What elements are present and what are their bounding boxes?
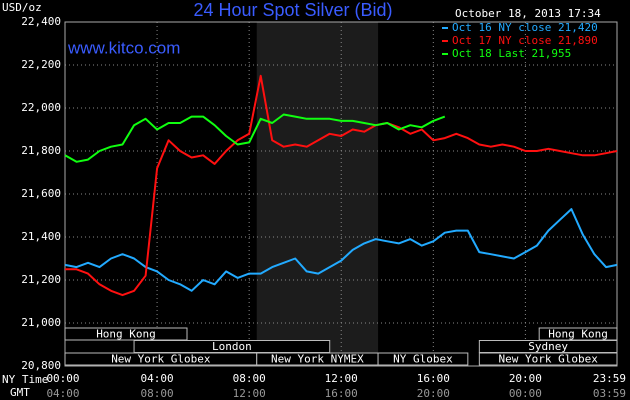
session-label: London bbox=[212, 340, 252, 353]
legend-swatch bbox=[442, 53, 448, 55]
x2-tick-label: 16:00 bbox=[325, 387, 358, 400]
y-tick-label: 22,400 bbox=[21, 15, 61, 28]
session-bar bbox=[478, 352, 618, 366]
session-label: Hong Kong bbox=[548, 328, 608, 341]
y-tick-label: 21,800 bbox=[21, 144, 61, 157]
x-tick-label: 00:00 bbox=[46, 372, 79, 385]
x-tick-label: 12:00 bbox=[325, 372, 358, 385]
y-tick-label: 22,200 bbox=[21, 58, 61, 71]
legend-label: Oct 18 Last 21,955 bbox=[452, 47, 571, 60]
y-axis-label: USD/oz bbox=[2, 1, 42, 14]
x2-tick-label: 12:00 bbox=[233, 387, 266, 400]
series-line bbox=[65, 74, 618, 297]
legend-swatch bbox=[442, 40, 448, 42]
x-tick-label: 04:00 bbox=[141, 372, 174, 385]
y-tick-label: 22,000 bbox=[21, 101, 61, 114]
session-label: Sydney bbox=[528, 340, 568, 353]
session-label: New York Globex bbox=[111, 353, 211, 366]
session-label: New York Globex bbox=[499, 353, 599, 366]
legend-swatch bbox=[442, 27, 448, 29]
legend-label: Oct 17 NY close 21,890 bbox=[452, 34, 598, 47]
y-tick-label: 20,800 bbox=[21, 359, 61, 372]
x-tick-label: 16:00 bbox=[417, 372, 450, 385]
source: www.kitco.com bbox=[67, 38, 180, 57]
session-bar bbox=[377, 352, 469, 366]
x2-tick-label: 03:59 bbox=[593, 387, 626, 400]
x-tick-label: 20:00 bbox=[509, 372, 542, 385]
y-tick-label: 21,000 bbox=[21, 316, 61, 329]
x-axis-label: NY Time bbox=[2, 373, 48, 386]
chart-title: 24 Hour Spot Silver (Bid) bbox=[193, 0, 392, 20]
session-bar bbox=[64, 327, 188, 341]
x2-tick-label: 20:00 bbox=[417, 387, 450, 400]
y-tick-label: 21,200 bbox=[21, 273, 61, 286]
timestamp: October 18, 2013 17:34 bbox=[455, 7, 601, 20]
series-line bbox=[64, 208, 618, 292]
session-label: Hong Kong bbox=[96, 328, 156, 341]
y-tick-label: 21,600 bbox=[21, 187, 61, 200]
x2-tick-label: 04:00 bbox=[46, 387, 79, 400]
y-tick-label: 21,400 bbox=[21, 230, 61, 243]
x-tick-label: 08:00 bbox=[233, 372, 266, 385]
legend-label: Oct 16 NY close 21,420 bbox=[452, 21, 598, 34]
plot-area: 20,800 21,000 21,200 21,400 21,600 21,800 22,0… bbox=[21, 15, 626, 400]
series-line bbox=[64, 113, 446, 163]
x2-tick-label: 08:00 bbox=[141, 387, 174, 400]
x2-axis-label: GMT bbox=[10, 386, 30, 399]
plot-border bbox=[64, 21, 618, 367]
x2-tick-label: 00:00 bbox=[509, 387, 542, 400]
session-label: New York NYMEX bbox=[271, 353, 364, 366]
session-label: NY Globex bbox=[393, 353, 453, 366]
x-tick-label: 23:59 bbox=[593, 372, 626, 385]
